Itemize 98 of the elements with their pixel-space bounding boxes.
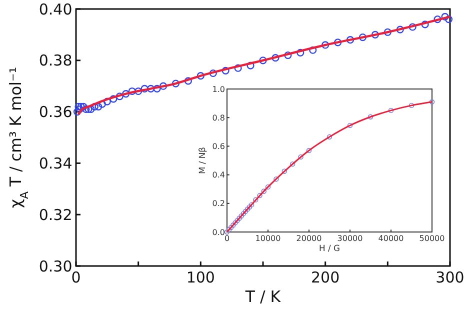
point bbox=[110, 95, 118, 103]
y-tick-label: 0.6 bbox=[212, 142, 225, 151]
point bbox=[306, 148, 312, 154]
x-axis-title: H / G bbox=[319, 243, 340, 254]
point bbox=[234, 218, 240, 224]
point bbox=[408, 102, 414, 108]
point bbox=[73, 108, 82, 116]
point bbox=[371, 30, 379, 38]
point bbox=[322, 41, 330, 49]
point bbox=[234, 64, 242, 72]
point bbox=[172, 80, 180, 88]
point bbox=[122, 90, 130, 98]
point bbox=[272, 54, 280, 62]
point bbox=[232, 220, 238, 226]
point bbox=[326, 134, 332, 140]
y-tick-label: 0.36 bbox=[38, 103, 72, 122]
point bbox=[209, 69, 217, 78]
x-tick-label: 300 bbox=[436, 268, 464, 286]
point bbox=[396, 26, 404, 34]
point bbox=[240, 211, 246, 216]
point bbox=[346, 36, 354, 44]
point bbox=[103, 98, 111, 106]
x-tick-label: 200 bbox=[311, 268, 340, 286]
point bbox=[128, 87, 136, 96]
point bbox=[296, 48, 304, 56]
y-tick-label: 1.0 bbox=[212, 84, 225, 94]
x-tick-label: 0 bbox=[71, 268, 81, 286]
x-tick-label: 30000 bbox=[337, 234, 363, 243]
x-tick-label: 100 bbox=[186, 268, 215, 286]
point bbox=[246, 204, 252, 210]
y-tick-label: 0.32 bbox=[38, 206, 72, 224]
y-tick-label: 0.4 bbox=[212, 170, 225, 180]
point bbox=[434, 15, 442, 24]
point bbox=[222, 66, 230, 74]
point bbox=[230, 222, 236, 228]
point bbox=[80, 102, 88, 110]
point bbox=[358, 33, 367, 42]
point bbox=[274, 176, 279, 182]
point bbox=[196, 72, 204, 80]
point bbox=[116, 92, 124, 100]
y-tick-label: 0.30 bbox=[38, 257, 72, 276]
y-axis-title: M / Nβ bbox=[197, 147, 207, 174]
point bbox=[384, 28, 392, 36]
point bbox=[184, 77, 192, 85]
point bbox=[140, 84, 148, 92]
point bbox=[334, 38, 342, 46]
point bbox=[290, 161, 296, 167]
point bbox=[282, 168, 287, 174]
point bbox=[257, 192, 262, 198]
y-tick-label: 0.8 bbox=[212, 113, 225, 122]
point bbox=[236, 216, 242, 221]
line-series bbox=[77, 16, 452, 116]
point bbox=[429, 99, 435, 104]
point bbox=[408, 23, 416, 31]
point bbox=[94, 102, 102, 110]
point bbox=[298, 154, 304, 160]
point bbox=[226, 227, 232, 232]
y-tick-label: 0.2 bbox=[212, 199, 225, 208]
point bbox=[238, 213, 244, 219]
point bbox=[261, 188, 266, 194]
point bbox=[444, 15, 453, 24]
point bbox=[147, 84, 155, 92]
x-axis-title: T / K bbox=[244, 287, 282, 306]
point bbox=[284, 51, 292, 60]
x-tick-label: 10000 bbox=[255, 234, 281, 243]
point bbox=[388, 108, 394, 114]
point bbox=[87, 105, 95, 114]
point bbox=[309, 46, 317, 54]
y-tick-label: 0.38 bbox=[38, 52, 72, 70]
point bbox=[368, 114, 374, 120]
point bbox=[259, 56, 267, 64]
y-tick-label: 0.0 bbox=[212, 228, 225, 237]
point bbox=[76, 105, 84, 114]
point bbox=[134, 87, 142, 96]
line-series bbox=[226, 101, 433, 233]
point bbox=[82, 105, 90, 114]
point bbox=[242, 208, 248, 214]
y-tick-label: 0.34 bbox=[38, 154, 72, 172]
point bbox=[90, 102, 98, 110]
point bbox=[153, 84, 161, 92]
point bbox=[253, 197, 258, 202]
point bbox=[84, 105, 92, 114]
point bbox=[421, 20, 429, 28]
x-tick-label: 40000 bbox=[378, 234, 404, 243]
point bbox=[265, 184, 271, 190]
point bbox=[228, 224, 234, 230]
point bbox=[244, 206, 250, 212]
point bbox=[249, 202, 254, 208]
x-tick-label: 20000 bbox=[296, 234, 322, 243]
point bbox=[224, 229, 230, 235]
point bbox=[159, 82, 168, 90]
point bbox=[246, 62, 254, 70]
point bbox=[441, 12, 449, 21]
x-tick-label: 0 bbox=[224, 234, 230, 243]
x-tick-label: 50000 bbox=[419, 234, 445, 243]
y-tick-label: 0.40 bbox=[38, 0, 72, 18]
point bbox=[347, 122, 353, 128]
point bbox=[74, 102, 82, 110]
